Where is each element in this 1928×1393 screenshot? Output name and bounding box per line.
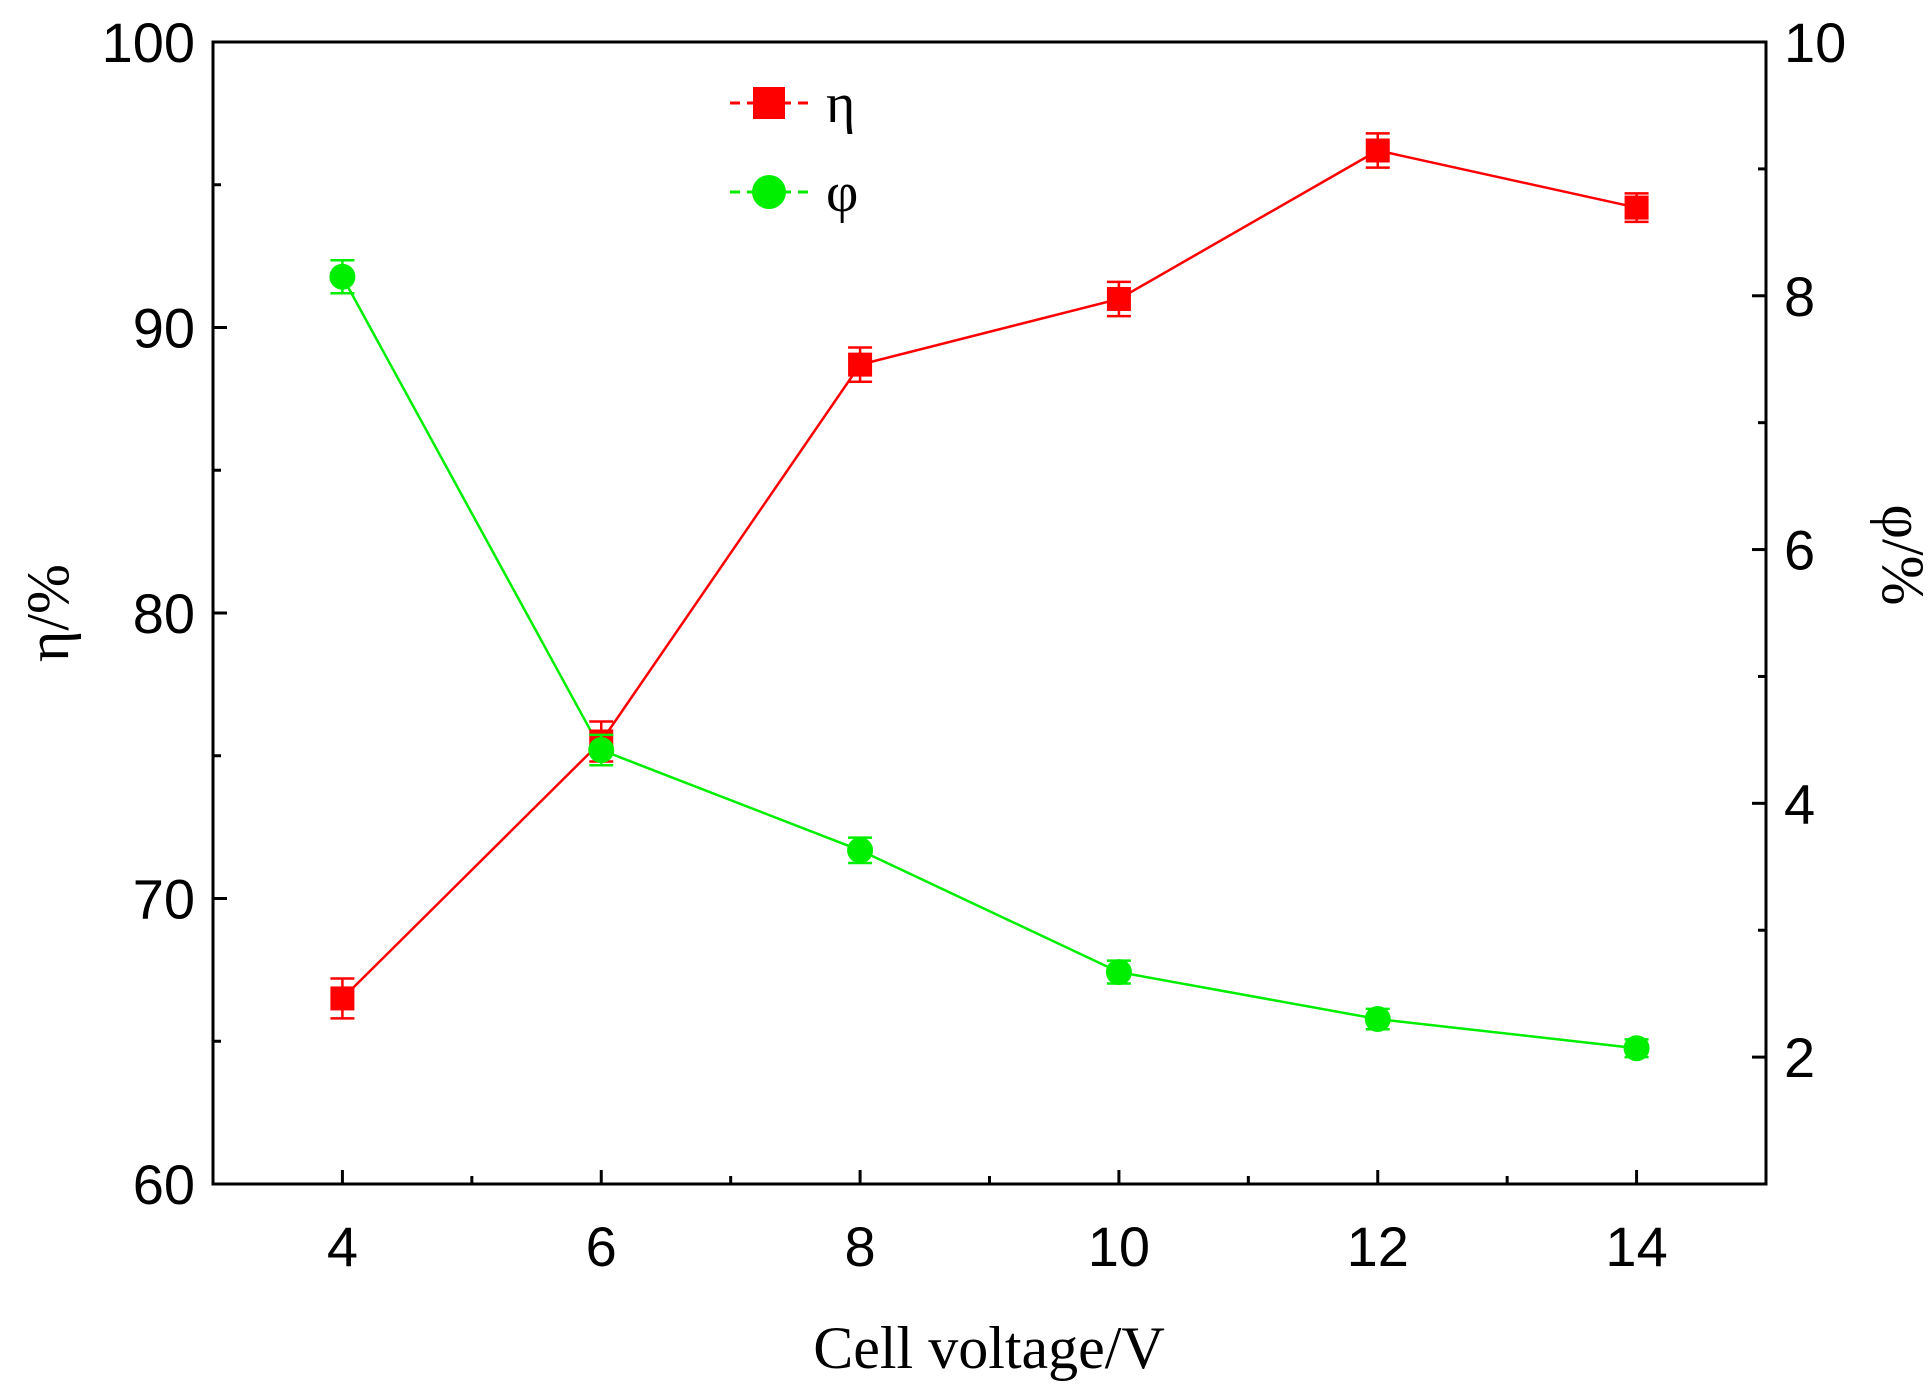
data-point [848,346,873,383]
marker-square [330,986,355,1011]
axis-ticks [211,40,1768,1186]
marker-circle [588,737,615,764]
series-line-0 [341,149,1637,1000]
data-point [588,733,615,767]
marker-circle [1105,959,1132,986]
y-right-tick-label: 2 [1784,1026,1815,1089]
y-left-tick-label: 60 [133,1153,195,1216]
tick-labels: 4 6 8 10 12 14 60 70 80 90 100 2 4 6 8 10 [102,11,1847,1278]
y-right-tick-label: 10 [1784,11,1846,74]
marker-circle [329,263,356,290]
marker-circle [1364,1006,1391,1033]
x-tick-label: 6 [586,1215,617,1278]
x-tick-label: 4 [327,1215,358,1278]
legend-label-eta: η [826,73,855,135]
data-point [1106,280,1131,318]
x-tick-label: 12 [1347,1215,1409,1278]
y-left-tick-label: 70 [133,868,195,931]
data-point [330,977,355,1020]
plot-frame [211,40,1768,1186]
data-point [847,836,874,865]
data-point [1624,192,1649,224]
marker-square [1106,286,1131,311]
data-point [1364,1006,1391,1033]
x-tick-label: 8 [845,1215,876,1278]
y-left-tick-label: 90 [133,297,195,360]
data-point [1623,1035,1650,1062]
data-point [329,258,356,295]
x-tick-label: 14 [1605,1215,1667,1278]
marker-circle [847,837,874,864]
marker-square [1365,138,1390,163]
data-point [1365,132,1390,169]
x-tick-label: 10 [1088,1215,1150,1278]
x-axis-title: Cell voltage/V [813,1315,1165,1381]
y-axis-title-left: η/% [15,564,81,662]
series-line-1 [341,276,1637,1050]
legend-marker-phi [752,175,786,209]
y-left-tick-label: 80 [133,582,195,645]
y-right-tick-label: 6 [1784,519,1815,582]
y-right-tick-label: 8 [1784,265,1815,328]
y-right-tick-label: 4 [1784,772,1815,835]
series-lines [341,149,1637,1050]
series-marks [329,132,1650,1062]
data-point [1105,959,1132,986]
legend: η φ [730,73,858,224]
y-left-tick-label: 100 [102,11,195,74]
marker-square [848,352,873,377]
marker-square [1624,195,1649,220]
legend-marker-eta [753,87,785,119]
legend-label-phi: φ [826,162,858,224]
marker-circle [1623,1035,1650,1062]
y-axis-title-right: φ/% [1870,504,1928,605]
